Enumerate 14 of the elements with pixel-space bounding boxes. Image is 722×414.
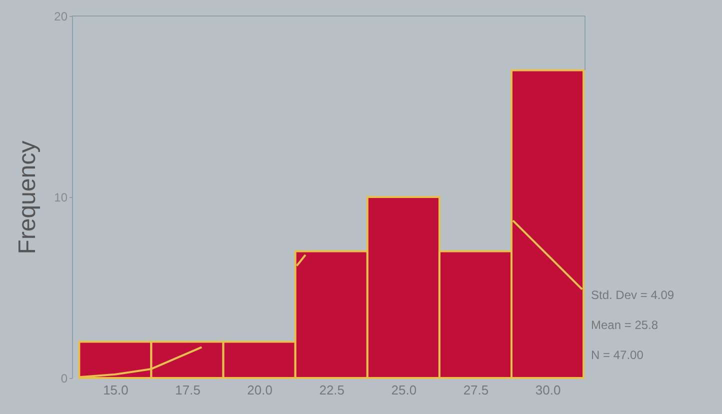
- y-tick-label: 20: [54, 10, 68, 24]
- text: N = 47.00: [591, 348, 644, 362]
- x-tick-label: 17.5: [175, 382, 200, 398]
- x-tick-label: 15.0: [103, 382, 128, 398]
- y-tick-label: 0: [60, 372, 68, 386]
- x-tick-label: 25.0: [391, 382, 417, 398]
- text: Std. Dev = 4.09: [591, 288, 674, 302]
- x-tick-label: 27.5: [463, 382, 489, 398]
- x-tick-label: 20.0: [247, 382, 272, 398]
- y-axis-title: Frequency: [14, 140, 42, 254]
- x-tick-label: 30.0: [535, 382, 561, 398]
- text: Mean = 25.8: [591, 318, 658, 332]
- x-tick-label: 22.5: [319, 382, 345, 398]
- y-tick-label: 10: [54, 190, 68, 204]
